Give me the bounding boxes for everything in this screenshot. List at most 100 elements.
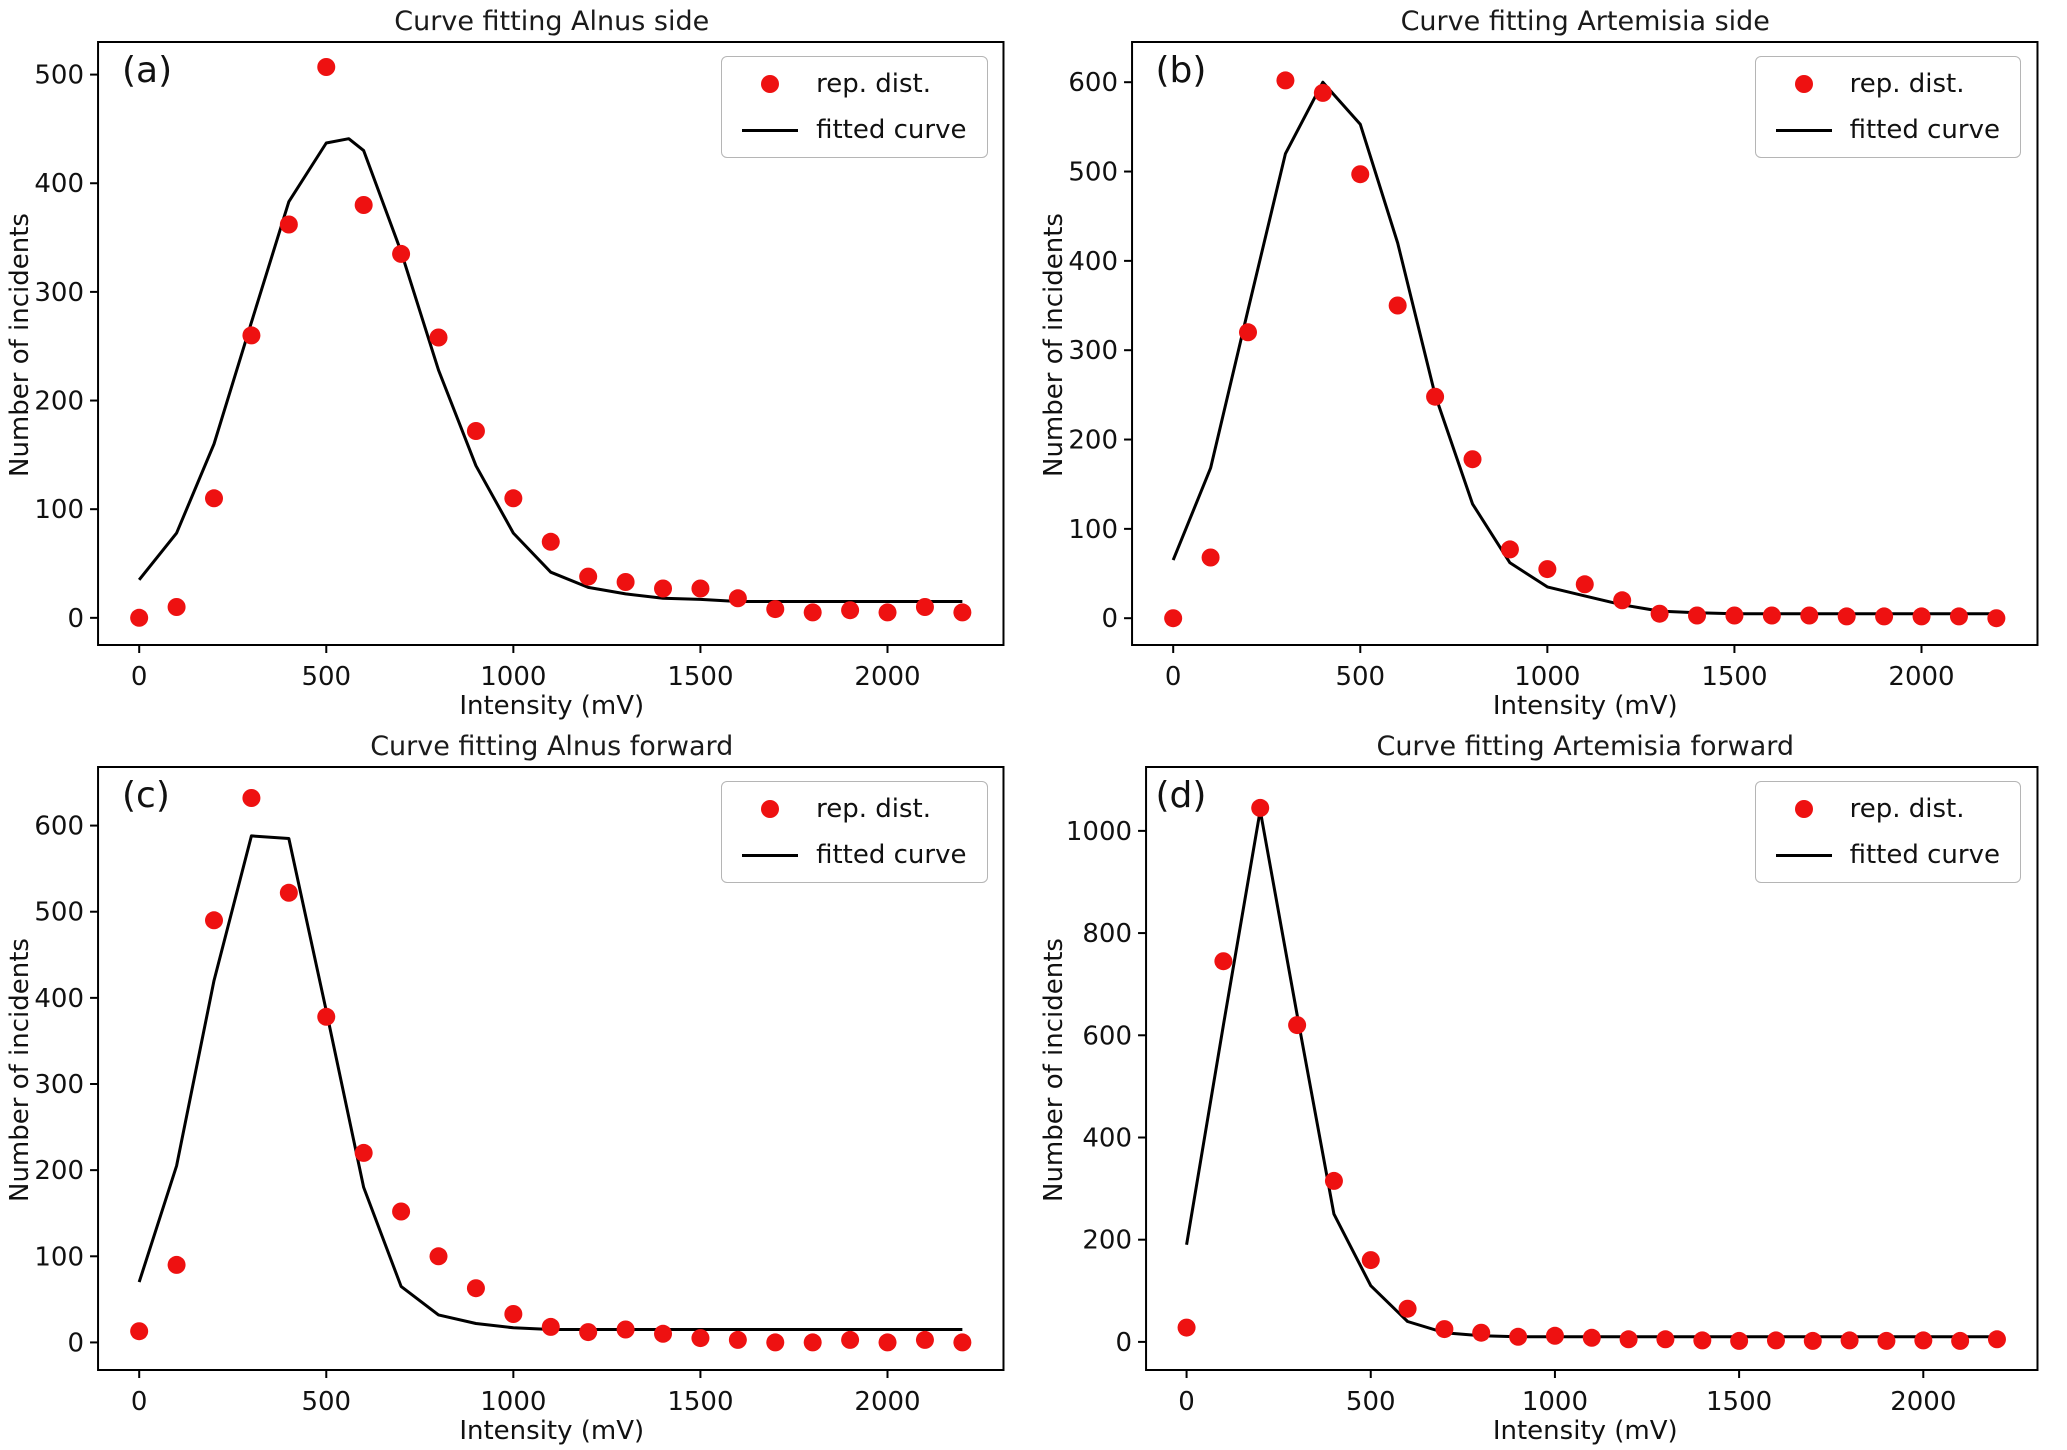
rep-dist-point <box>1463 450 1482 469</box>
rep-dist-point <box>616 1320 635 1339</box>
rep-dist-point <box>354 196 373 214</box>
rep-dist-point <box>167 1255 186 1274</box>
rep-dist-point <box>1874 607 1893 626</box>
y-tick-label: 0 <box>1101 604 1118 634</box>
rep-dist-point <box>1163 609 1182 628</box>
chart-title: Curve fitting Artemisia side <box>1400 6 1770 37</box>
y-tick-label: 200 <box>34 387 84 417</box>
y-tick-label: 0 <box>1115 1328 1132 1358</box>
chart-title: Curve fitting Alnus side <box>394 6 710 37</box>
rep-dist-point <box>1201 548 1220 567</box>
rep-dist-point <box>1803 1331 1822 1350</box>
rep-dist-point <box>915 598 934 616</box>
y-tick-label: 100 <box>34 1242 84 1272</box>
rep-dist-point <box>1575 575 1594 594</box>
x-axis-label: Intensity (mV) <box>459 1416 645 1446</box>
rep-dist-point <box>878 603 897 622</box>
y-tick-label: 600 <box>34 812 84 842</box>
rep-dist-point <box>1287 1016 1306 1035</box>
legend-label: rep. dist. <box>816 794 931 824</box>
x-tick-label: 500 <box>301 1387 351 1417</box>
x-tick-label: 500 <box>301 662 351 692</box>
rep-dist-point <box>1986 609 2005 628</box>
y-tick-label: 400 <box>34 169 84 199</box>
legend-item-fitted-curve: fitted curve <box>1775 840 2000 870</box>
rep-dist-point <box>504 1305 523 1323</box>
legend-label: fitted curve <box>1849 115 2000 145</box>
y-tick-label: 600 <box>1082 1021 1132 1051</box>
rep-dist-point <box>1724 606 1743 625</box>
rep-dist-point <box>317 1007 336 1026</box>
scatter-dot-icon <box>761 800 780 818</box>
rep-dist-point <box>1350 165 1369 184</box>
legend-label: fitted curve <box>816 840 967 870</box>
rep-dist-point <box>1837 607 1856 626</box>
rep-dist-point <box>1177 1318 1196 1337</box>
rep-dist-point <box>1500 540 1519 559</box>
rep-dist-point <box>1692 1331 1711 1350</box>
x-tick-label: 2000 <box>1890 1387 1956 1417</box>
rep-dist-point <box>915 1330 934 1349</box>
legend-marker <box>742 128 799 132</box>
x-tick-label: 1000 <box>1514 662 1580 692</box>
x-tick-label: 1000 <box>1521 1387 1587 1417</box>
legend-marker <box>742 75 798 93</box>
rep-dist-point <box>1250 798 1269 817</box>
legend-item-fitted-curve: fitted curve <box>742 115 967 145</box>
legend-item-fitted-curve: fitted curve <box>1775 115 2000 145</box>
chart-panel-a: Curve fitting Alnus side (a) Number of i… <box>0 0 1034 725</box>
plot-area: 0 500 1000 1500 2000 0 100 200 300 400 500 600 <box>34 766 1005 1417</box>
x-tick-label: 0 <box>131 1387 148 1417</box>
rep-dist-point <box>1949 607 1968 626</box>
rep-dist-point <box>1912 607 1931 626</box>
rep-dist-point <box>1612 591 1631 610</box>
rep-dist-point <box>803 603 822 622</box>
rep-dist-point <box>841 601 860 620</box>
y-tick-label: 500 <box>34 898 84 928</box>
rep-dist-point <box>728 1330 747 1349</box>
fitted-curve-line <box>1171 80 1996 616</box>
rep-dist-point <box>429 1247 448 1266</box>
panel-letter: (b) <box>1155 50 1207 91</box>
y-tick-label: 400 <box>1068 247 1118 277</box>
y-tick-label: 400 <box>1082 1123 1132 1153</box>
legend: rep. dist. fitted curve <box>1754 56 2021 158</box>
rep-dist-point <box>1582 1328 1601 1347</box>
legend-label: rep. dist. <box>816 69 931 99</box>
y-tick-label: 800 <box>1082 919 1132 949</box>
axes-box <box>97 41 1005 646</box>
x-tick-label: 2000 <box>1888 662 1954 692</box>
x-tick-label: 0 <box>131 662 148 692</box>
rep-dist-point <box>279 215 298 234</box>
rep-dist-point <box>953 1333 972 1352</box>
y-tick-label: 500 <box>34 61 84 91</box>
rep-dist-point <box>1987 1330 2006 1349</box>
rep-dist-point <box>392 1202 411 1221</box>
rep-dist-point <box>130 608 149 627</box>
x-tick-label: 0 <box>1164 662 1181 692</box>
scatter-dot-icon <box>761 75 780 93</box>
rep-dist-point <box>579 1323 598 1342</box>
x-axis-label: Intensity (mV) <box>1492 1416 1678 1446</box>
rep-dist-point <box>1762 606 1781 625</box>
plot-area: 0 500 1000 1500 2000 0 100 200 300 400 500 <box>34 41 1005 692</box>
x-tick-label: 1500 <box>1701 662 1767 692</box>
y-tick-label: 200 <box>1082 1226 1132 1256</box>
legend-marker <box>1775 853 1832 857</box>
line-sample-icon <box>742 853 799 857</box>
fitted-curve-line <box>137 834 963 1331</box>
rep-dist-point <box>1729 1331 1748 1350</box>
y-tick-label: 300 <box>34 1070 84 1100</box>
x-tick-label: 1000 <box>480 662 546 692</box>
rep-dist-point <box>317 58 336 76</box>
plot-area: 0 500 1000 1500 2000 0 200 400 600 800 1000 <box>1065 766 2038 1417</box>
y-tick-label: 300 <box>34 278 84 308</box>
legend-item-rep-dist: rep. dist. <box>742 69 966 99</box>
rep-dist-point <box>616 573 635 591</box>
rep-dist-point <box>130 1322 149 1341</box>
rep-dist-point <box>1388 296 1407 315</box>
y-tick-label: 500 <box>1068 158 1118 188</box>
rep-dist-point <box>1434 1320 1453 1339</box>
legend-item-rep-dist: rep. dist. <box>1776 69 2000 99</box>
line-sample-icon <box>742 128 799 132</box>
